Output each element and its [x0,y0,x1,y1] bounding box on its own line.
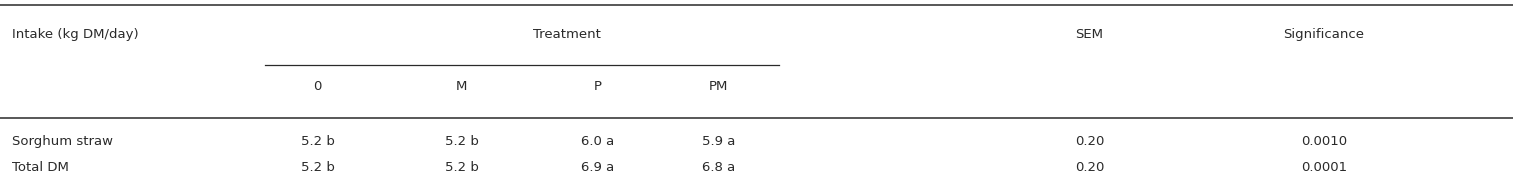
Text: 5.2 b: 5.2 b [445,135,478,148]
Text: 0: 0 [313,81,322,93]
Text: PM: PM [710,81,728,93]
Text: 6.0 a: 6.0 a [581,135,614,148]
Text: M: M [455,81,468,93]
Text: Treatment: Treatment [534,28,601,41]
Text: SEM: SEM [1076,28,1103,41]
Text: Significance: Significance [1283,28,1365,41]
Text: 0.20: 0.20 [1074,161,1104,173]
Text: 5.2 b: 5.2 b [301,135,334,148]
Text: 0.20: 0.20 [1074,135,1104,148]
Text: Intake (kg DM/day): Intake (kg DM/day) [12,28,139,41]
Text: Total DM: Total DM [12,161,70,173]
Text: 0.0001: 0.0001 [1301,161,1347,173]
Text: 6.8 a: 6.8 a [702,161,735,173]
Text: Sorghum straw: Sorghum straw [12,135,113,148]
Text: P: P [593,81,602,93]
Text: 5.2 b: 5.2 b [445,161,478,173]
Text: 5.2 b: 5.2 b [301,161,334,173]
Text: 6.9 a: 6.9 a [581,161,614,173]
Text: 0.0010: 0.0010 [1301,135,1347,148]
Text: 5.9 a: 5.9 a [702,135,735,148]
